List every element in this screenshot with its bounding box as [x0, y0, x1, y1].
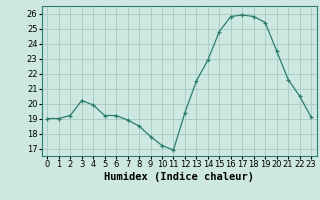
X-axis label: Humidex (Indice chaleur): Humidex (Indice chaleur) — [104, 172, 254, 182]
